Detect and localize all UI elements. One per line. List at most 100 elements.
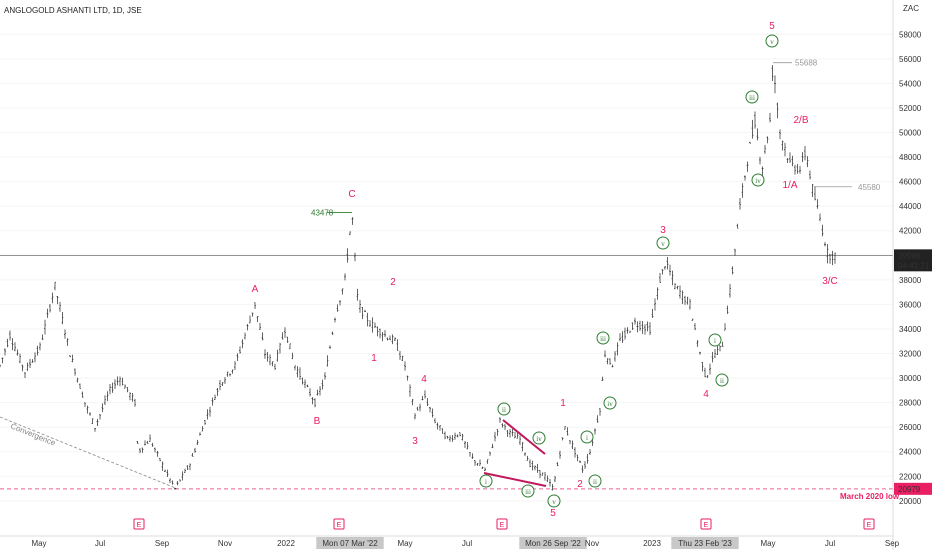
wave-label: 3 bbox=[660, 225, 666, 236]
wave-circle bbox=[521, 484, 535, 498]
x-tick-label: May bbox=[31, 539, 46, 548]
y-tick-label: 52000 bbox=[899, 104, 922, 113]
x-tick-label: Nov bbox=[585, 539, 599, 548]
last-price-tag bbox=[894, 249, 932, 272]
y-tick-label: 56000 bbox=[899, 55, 922, 64]
x-tick-label: Jul bbox=[462, 539, 472, 548]
wave-circle bbox=[708, 333, 722, 347]
x-tick-label: Nov bbox=[218, 539, 232, 548]
wave-circle-label: iv bbox=[755, 177, 761, 185]
y-tick-label: 48000 bbox=[899, 153, 922, 162]
wave-circle bbox=[751, 173, 765, 187]
y-tick-label: 50000 bbox=[899, 129, 922, 138]
earnings-marker-label: E bbox=[500, 522, 505, 529]
y-tick-label: 42000 bbox=[899, 227, 922, 236]
wave-circle bbox=[765, 34, 779, 48]
wave-circle bbox=[745, 90, 759, 104]
price-axis: ZAC 58000 56000 54000 52000 50000 48000 46000 44… bbox=[892, 0, 932, 550]
wave-circle-label: ii bbox=[593, 478, 597, 486]
wave-label: 1/A bbox=[782, 180, 797, 191]
wave-label: 3 bbox=[412, 436, 418, 447]
wave-circle-label: iv bbox=[607, 400, 613, 408]
y-tick-label: 58000 bbox=[899, 30, 922, 39]
wave-circle-label: iii bbox=[600, 335, 606, 343]
wave-circle-label: v bbox=[552, 498, 556, 506]
x-tick-label: May bbox=[760, 539, 775, 548]
x-tick-label: Jul bbox=[95, 539, 105, 548]
wedge-upper-line bbox=[502, 419, 546, 455]
y-tick-label: 44000 bbox=[899, 202, 922, 211]
wave-label: 2 bbox=[390, 277, 396, 288]
x-tick-label: Mon 07 Mar '22 bbox=[322, 539, 378, 548]
price-label: 43478 bbox=[311, 209, 334, 218]
wave-circle bbox=[588, 474, 602, 488]
y-tick-label: 32000 bbox=[899, 350, 922, 359]
y-tick-label: 36000 bbox=[899, 300, 922, 309]
y-tick-label: 24000 bbox=[899, 448, 922, 457]
wave-circle bbox=[479, 474, 493, 488]
support-price-tag bbox=[894, 482, 932, 495]
y-tick-label: 26000 bbox=[899, 423, 922, 432]
y-tick-label: 28000 bbox=[899, 399, 922, 408]
price-label: 55688 bbox=[795, 59, 818, 68]
currency-label: ZAC bbox=[903, 4, 919, 13]
x-tick-label: 2023 bbox=[643, 539, 661, 548]
wave-circle bbox=[580, 430, 594, 444]
wave-label: 1 bbox=[371, 353, 377, 364]
wave-label: A bbox=[252, 284, 259, 295]
wave-label: 4 bbox=[703, 389, 709, 400]
support-price: 20979 bbox=[898, 485, 921, 494]
earnings-marker-label: E bbox=[137, 522, 142, 529]
x-tick-label: Sep bbox=[155, 539, 170, 548]
wave-circle bbox=[497, 402, 511, 416]
x-tick-highlight bbox=[671, 537, 739, 549]
x-tick-label: Thu 23 Feb '23 bbox=[678, 539, 732, 548]
wave-circle-label: i bbox=[586, 434, 588, 442]
wave-label: C bbox=[348, 189, 355, 200]
reference-lines bbox=[0, 255, 893, 490]
wave-circle bbox=[596, 331, 610, 345]
wave-circle-label: i bbox=[714, 337, 716, 345]
x-tick-label: May bbox=[397, 539, 412, 548]
earnings-marker-label: E bbox=[337, 522, 342, 529]
y-tick-label: 30000 bbox=[899, 374, 922, 383]
wave-circle bbox=[547, 494, 561, 508]
wave-label: 1 bbox=[560, 398, 566, 409]
wave-circle-label: iv bbox=[536, 435, 542, 443]
wave-circle-label: iii bbox=[525, 488, 531, 496]
x-tick-label: Jul bbox=[825, 539, 835, 548]
wave-label: 5 bbox=[769, 21, 775, 32]
wave-label: 5 bbox=[550, 508, 556, 519]
earnings-marker bbox=[700, 518, 712, 530]
wave-label: 3/C bbox=[822, 276, 838, 287]
convergence-line bbox=[0, 416, 179, 490]
ohlc-bars bbox=[0, 65, 836, 491]
earnings-marker-label: E bbox=[704, 522, 709, 529]
earnings-marker bbox=[133, 518, 145, 530]
y-tick-label: 22000 bbox=[899, 472, 922, 481]
wave-circle-label: ii bbox=[720, 377, 724, 385]
wave-circle bbox=[603, 396, 617, 410]
wave-label: 2 bbox=[577, 479, 583, 490]
x-tick-highlight bbox=[519, 537, 587, 549]
grid bbox=[0, 33, 893, 502]
wave-label: 4 bbox=[421, 374, 427, 385]
wave-circle-label: v bbox=[770, 38, 774, 46]
last-price: 39996 bbox=[898, 251, 921, 260]
wave-label: 2/B bbox=[793, 115, 808, 126]
wave-circle-label: iii bbox=[749, 94, 755, 102]
wave-circle bbox=[715, 373, 729, 387]
last-price-timer: 04:41:21 bbox=[898, 261, 930, 270]
y-tick-label: 38000 bbox=[899, 276, 922, 285]
y-tick-label: 34000 bbox=[899, 325, 922, 334]
wave-circle-label: ii bbox=[502, 406, 506, 414]
x-tick-highlight bbox=[316, 537, 384, 549]
chart-title: ANGLOGOLD ASHANTI LTD, 1D, JSE bbox=[4, 6, 142, 15]
price-label: 45580 bbox=[858, 183, 881, 192]
earnings-marker bbox=[496, 518, 508, 530]
y-tick-label: 54000 bbox=[899, 79, 922, 88]
x-tick-label: Mon 26 Sep '22 bbox=[525, 539, 581, 548]
x-tick-label: Sep bbox=[885, 539, 900, 548]
